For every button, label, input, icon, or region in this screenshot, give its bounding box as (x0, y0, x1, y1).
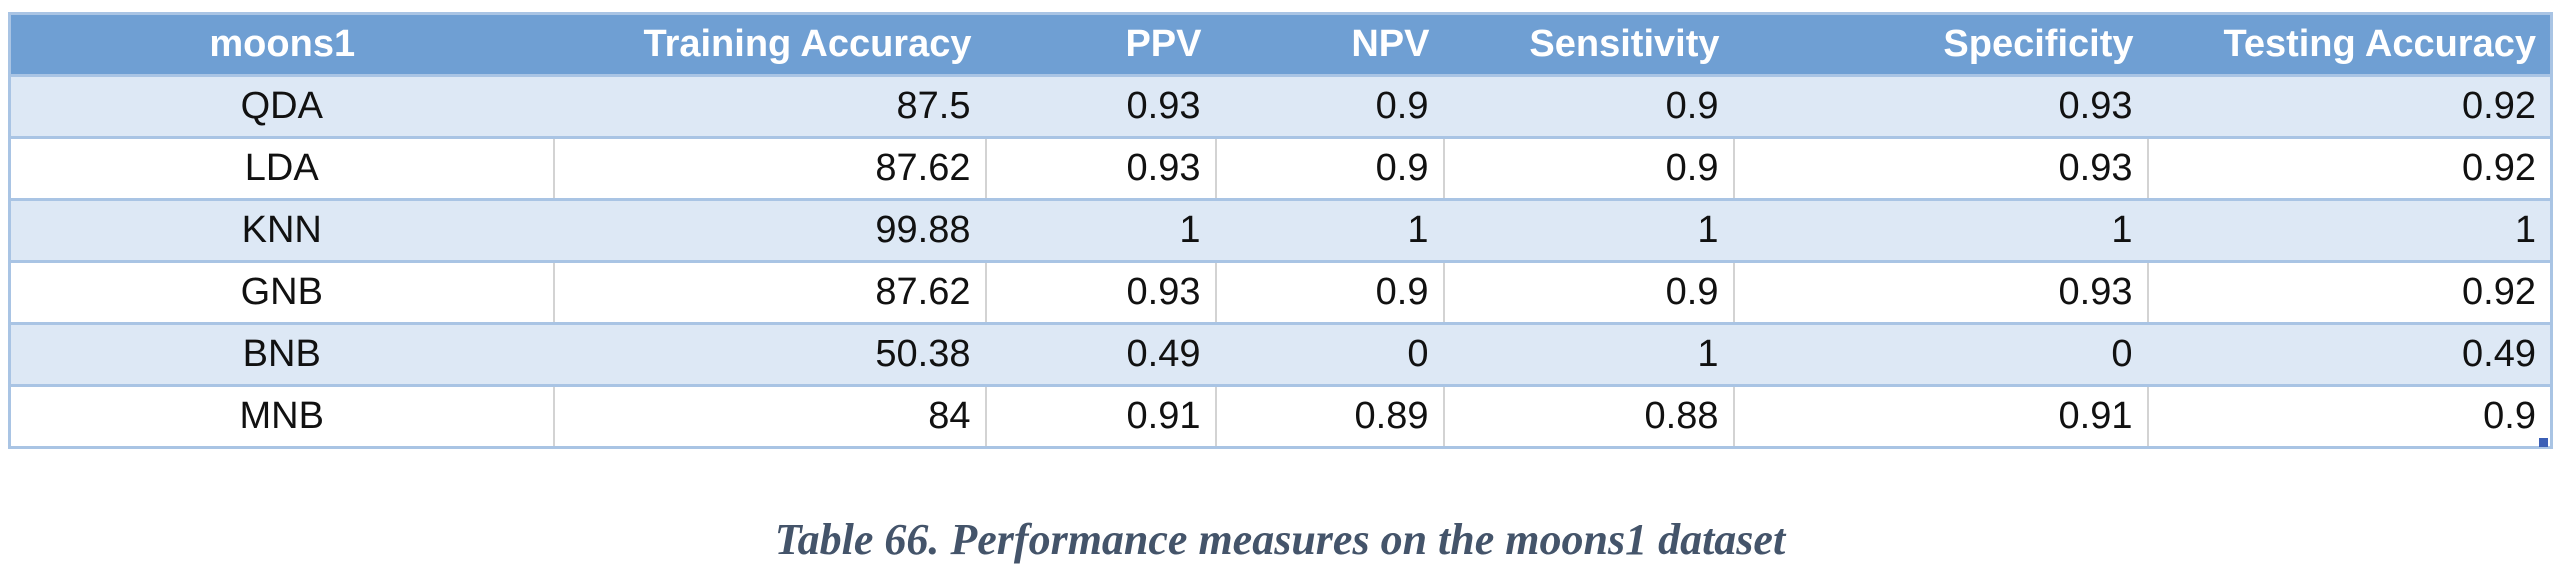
npv-cell: 0 (1214, 322, 1444, 386)
specificity-cell: 0.93 (1732, 74, 2148, 138)
column-header-dataset: moons1 (9, 13, 554, 76)
testing-accuracy-cell: 0.92 (2146, 74, 2552, 138)
table-row: GNB 87.62 0.93 0.9 0.9 0.93 0.92 (9, 260, 2552, 324)
table-row: MNB 84 0.91 0.89 0.88 0.91 0.9 (9, 384, 2552, 448)
testing-accuracy-cell: 1 (2146, 198, 2552, 262)
model-name-cell: GNB (9, 260, 554, 324)
training-accuracy-cell: 87.5 (552, 74, 986, 138)
column-header-npv: NPV (1215, 13, 1444, 76)
specificity-cell: 0.93 (1732, 136, 2148, 200)
column-header-sensitivity: Sensitivity (1443, 13, 1734, 76)
performance-table: moons1 Training Accuracy PPV NPV Sensiti… (8, 12, 2553, 449)
model-name-cell: BNB (9, 322, 554, 386)
npv-cell: 0.89 (1214, 384, 1444, 448)
training-accuracy-cell: 84 (552, 384, 986, 448)
specificity-cell: 0.93 (1732, 260, 2148, 324)
training-accuracy-cell: 50.38 (552, 322, 986, 386)
ppv-cell: 0.93 (984, 74, 1216, 138)
training-accuracy-cell: 99.88 (552, 198, 986, 262)
table-row: BNB 50.38 0.49 0 1 0 0.49 (9, 322, 2552, 386)
performance-table-container: moons1 Training Accuracy PPV NPV Sensiti… (8, 12, 2553, 449)
ppv-cell: 1 (984, 198, 1216, 262)
table-row: KNN 99.88 1 1 1 1 1 (9, 198, 2552, 262)
sensitivity-cell: 0.9 (1442, 136, 1734, 200)
column-header-training-accuracy: Training Accuracy (553, 13, 986, 76)
column-header-ppv: PPV (985, 13, 1216, 76)
testing-accuracy-cell: 0.9 (2146, 384, 2552, 448)
npv-cell: 0.9 (1214, 74, 1444, 138)
column-header-specificity: Specificity (1733, 13, 2148, 76)
sensitivity-cell: 0.9 (1442, 74, 1734, 138)
ppv-cell: 0.91 (984, 384, 1216, 448)
column-header-testing-accuracy: Testing Accuracy (2147, 13, 2552, 76)
npv-cell: 0.9 (1214, 136, 1444, 200)
specificity-cell: 0 (1732, 322, 2148, 386)
table-caption: Table 66. Performance measures on the mo… (774, 515, 1786, 564)
header-row: moons1 Training Accuracy PPV NPV Sensiti… (9, 13, 2552, 76)
npv-cell: 0.9 (1214, 260, 1444, 324)
ppv-cell: 0.49 (984, 322, 1216, 386)
specificity-cell: 0.91 (1732, 384, 2148, 448)
training-accuracy-cell: 87.62 (552, 136, 986, 200)
sensitivity-cell: 0.88 (1442, 384, 1734, 448)
testing-accuracy-cell: 0.92 (2146, 136, 2552, 200)
model-name-cell: QDA (9, 74, 554, 138)
ppv-cell: 0.93 (984, 260, 1216, 324)
npv-cell: 1 (1214, 198, 1444, 262)
model-name-cell: KNN (9, 198, 554, 262)
training-accuracy-cell: 87.62 (552, 260, 986, 324)
model-name-cell: MNB (9, 384, 554, 448)
sensitivity-cell: 1 (1442, 322, 1734, 386)
testing-accuracy-cell: 0.92 (2146, 260, 2552, 324)
table-row: LDA 87.62 0.93 0.9 0.9 0.93 0.92 (9, 136, 2552, 200)
sensitivity-cell: 1 (1442, 198, 1734, 262)
ppv-cell: 0.93 (984, 136, 1216, 200)
table-row: QDA 87.5 0.93 0.9 0.9 0.93 0.92 (9, 74, 2552, 138)
model-name-cell: LDA (9, 136, 554, 200)
table-resize-handle[interactable] (2539, 438, 2548, 447)
testing-accuracy-cell: 0.49 (2146, 322, 2552, 386)
sensitivity-cell: 0.9 (1442, 260, 1734, 324)
specificity-cell: 1 (1732, 198, 2148, 262)
